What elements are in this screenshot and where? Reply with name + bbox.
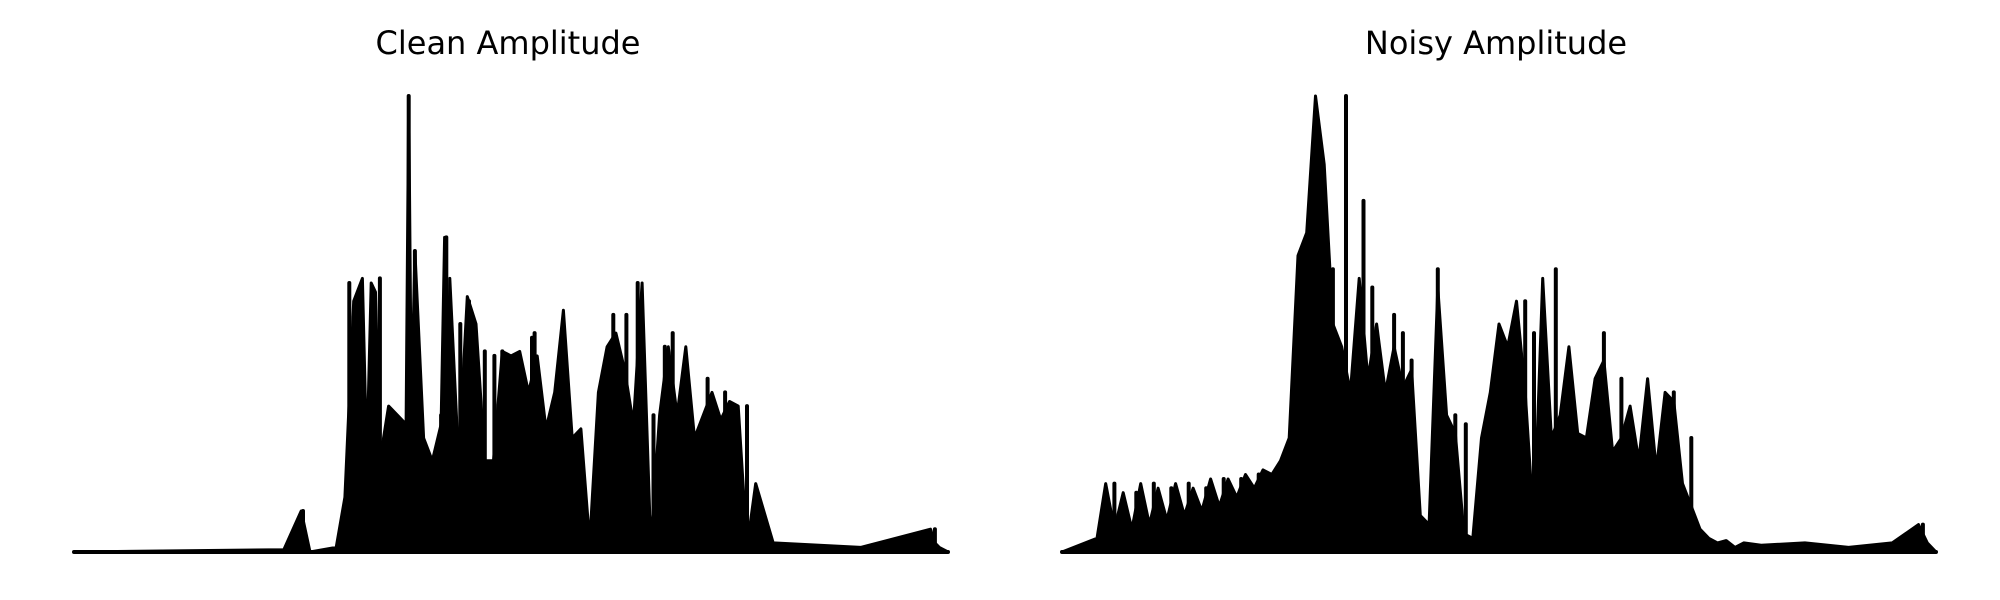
amplitude-envelope [1060,94,1938,554]
noisy-amplitude-panel [1060,94,1938,554]
chart-title-noisy: Noisy Amplitude [1364,24,1628,62]
chart-title-clean: Clean Amplitude [375,24,641,62]
clean-amplitude-panel [72,94,950,554]
